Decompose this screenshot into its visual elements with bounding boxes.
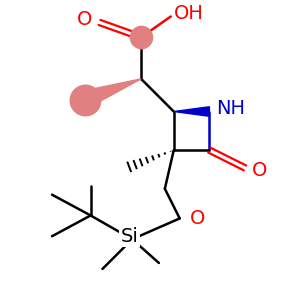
- Text: O: O: [252, 161, 268, 180]
- Polygon shape: [174, 107, 209, 116]
- Text: Si: Si: [120, 227, 138, 246]
- Polygon shape: [82, 79, 141, 108]
- Text: NH: NH: [216, 99, 245, 118]
- Text: O: O: [190, 209, 205, 228]
- Text: O: O: [77, 10, 92, 29]
- Text: OH: OH: [174, 4, 203, 23]
